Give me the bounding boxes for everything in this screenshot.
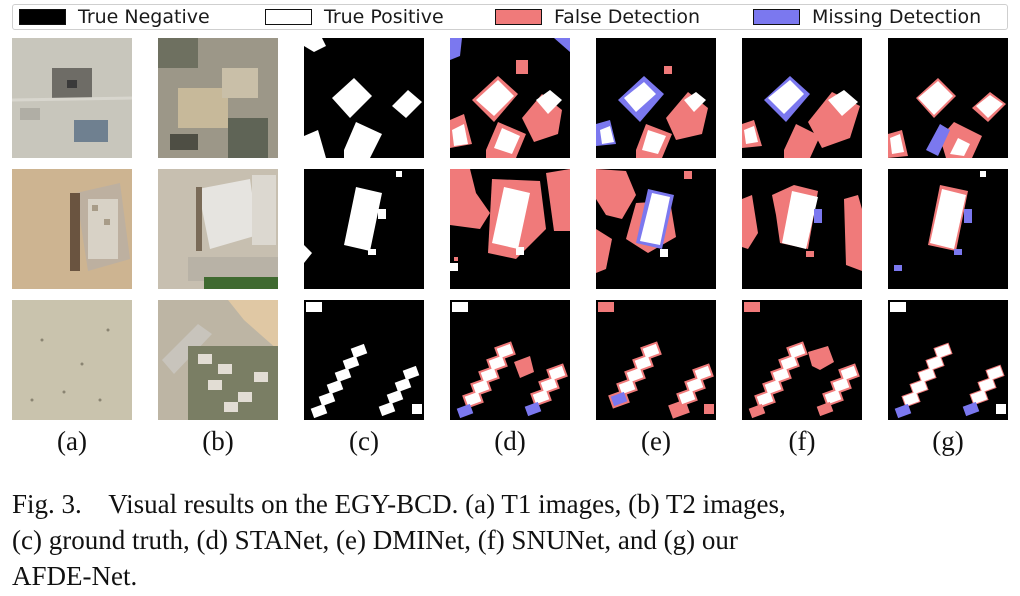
row2-dminet — [596, 169, 716, 289]
row1-ground-truth — [304, 38, 424, 158]
legend-label-true-negative: True Negative — [78, 6, 210, 28]
row1-snunet — [742, 38, 862, 158]
legend-swatch-missing-detection — [753, 9, 800, 25]
row2-stanet — [450, 169, 570, 289]
row1-afde-net — [888, 38, 1008, 158]
legend-item-false-detection: False Detection — [495, 6, 700, 28]
caption-line-3: AFDE-Net. — [12, 561, 138, 591]
row1-stanet — [450, 38, 570, 158]
row3-t1-image — [12, 300, 132, 420]
row3-snunet — [742, 300, 862, 420]
legend-swatch-true-positive — [265, 9, 312, 25]
row2-t1-image — [12, 169, 132, 289]
column-label-c: (c) — [349, 426, 379, 456]
row1-t2-image — [158, 38, 278, 158]
caption-line-2: (c) ground truth, (d) STANet, (e) DMINet… — [12, 525, 738, 555]
row3-ground-truth — [304, 300, 424, 420]
row2-t2-image — [158, 169, 278, 289]
column-label-e: (e) — [641, 426, 671, 456]
row3-stanet — [450, 300, 570, 420]
row2-ground-truth — [304, 169, 424, 289]
column-label-a: (a) — [57, 426, 87, 456]
row2-afde-net — [888, 169, 1008, 289]
caption-line-1: Fig. 3. Visual results on the EGY-BCD. (… — [12, 489, 786, 519]
row1-dminet — [596, 38, 716, 158]
column-label-g: (g) — [932, 426, 964, 456]
row3-dminet — [596, 300, 716, 420]
legend-item-missing-detection: Missing Detection — [753, 6, 981, 28]
column-label-f: (f) — [788, 426, 816, 456]
legend-item-true-negative: True Negative — [19, 6, 210, 28]
legend-label-true-positive: True Positive — [324, 6, 444, 28]
row3-t2-image — [158, 300, 278, 420]
column-label-b: (b) — [202, 426, 234, 456]
figure-caption: Fig. 3. Visual results on the EGY-BCD. (… — [12, 486, 1006, 594]
row3-afde-net — [888, 300, 1008, 420]
figure-legend: True Negative True Positive False Detect… — [12, 4, 1008, 30]
row2-snunet — [742, 169, 862, 289]
legend-swatch-false-detection — [495, 9, 542, 25]
column-label-d: (d) — [494, 426, 526, 456]
legend-label-false-detection: False Detection — [554, 6, 701, 28]
row1-t1-image — [12, 38, 132, 158]
legend-label-missing-detection: Missing Detection — [812, 6, 982, 28]
legend-item-true-positive: True Positive — [265, 6, 444, 28]
legend-swatch-true-negative — [19, 9, 66, 25]
